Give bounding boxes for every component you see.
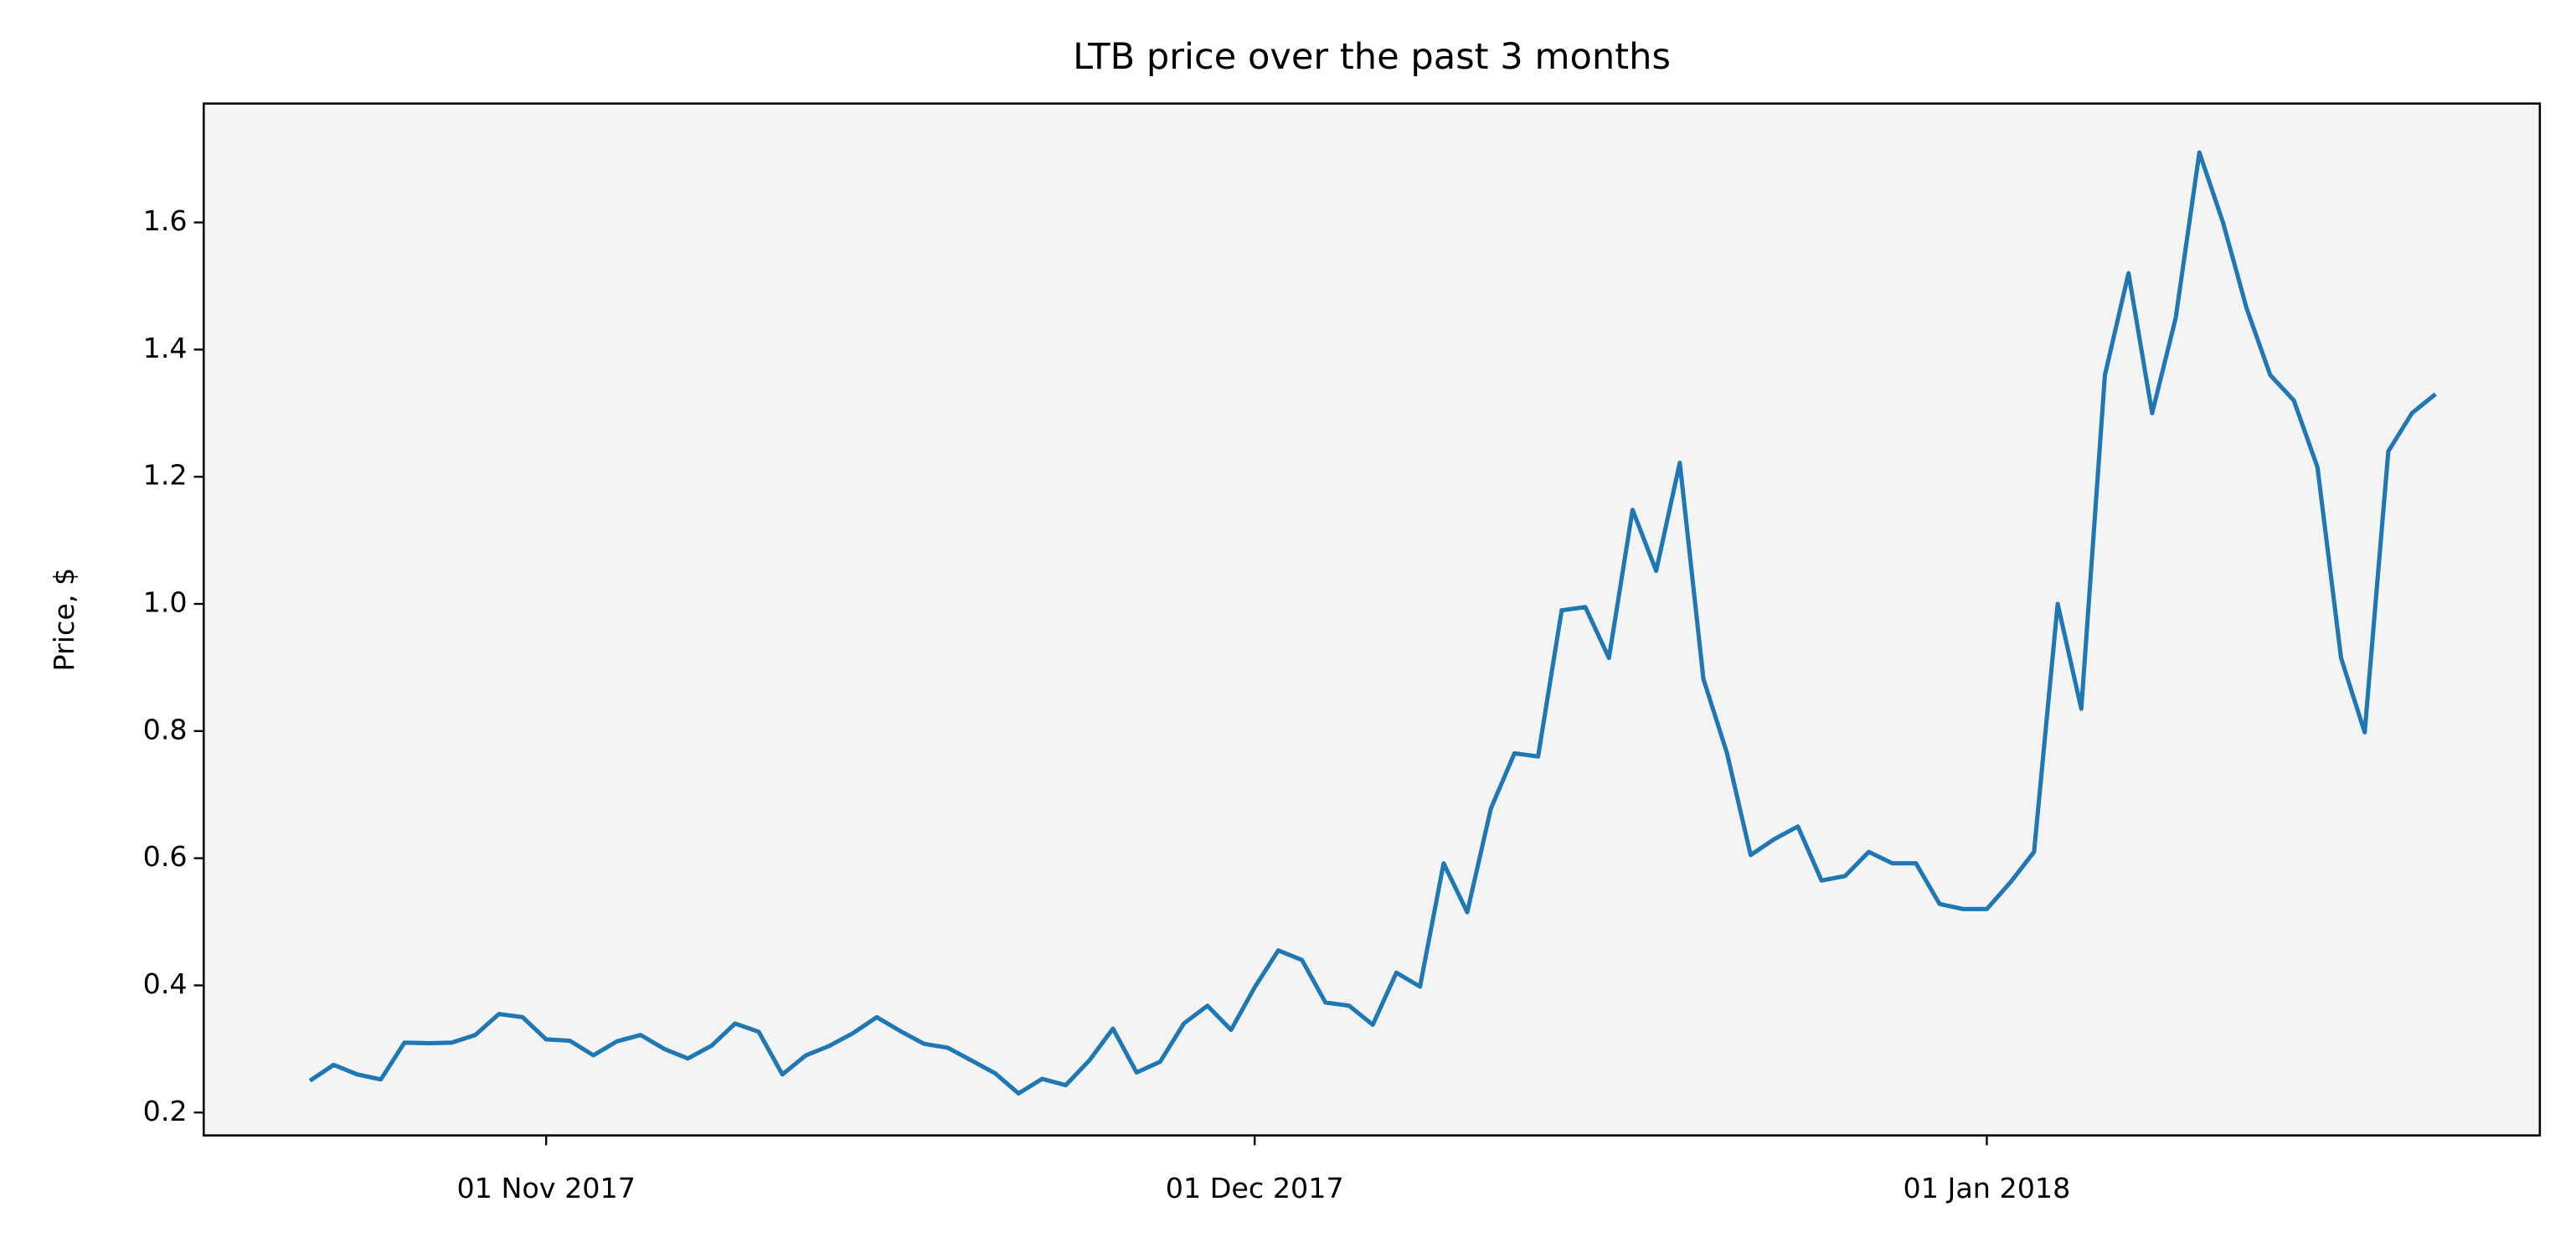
y-tick-label: 1.2 — [143, 459, 188, 492]
y-tick-label: 1.0 — [143, 586, 188, 619]
y-tick-label: 0.2 — [143, 1095, 188, 1127]
plot-area — [204, 103, 2540, 1136]
y-tick-label: 0.4 — [143, 967, 188, 1000]
y-tick-label: 0.6 — [143, 840, 188, 873]
y-tick-label: 1.6 — [143, 204, 188, 237]
plot-frame — [202, 102, 2542, 1137]
y-tick-label: 1.4 — [143, 332, 188, 364]
x-tick-label: 01 Dec 2017 — [1166, 1172, 1344, 1204]
y-axis-label: Price, $ — [48, 568, 80, 672]
y-tick-label: 0.8 — [143, 713, 188, 745]
chart-title: LTB price over the past 3 months — [1073, 36, 1671, 78]
x-tick-label: 01 Jan 2018 — [1904, 1172, 2071, 1204]
price-line — [308, 150, 2437, 1096]
x-tick-label: 01 Nov 2017 — [456, 1172, 635, 1204]
